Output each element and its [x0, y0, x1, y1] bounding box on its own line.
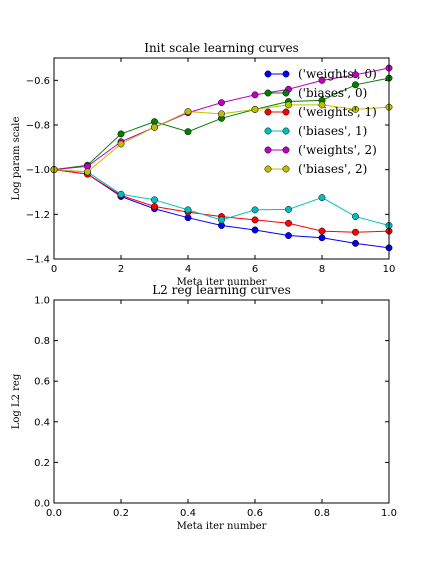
x-tick-label: 0 [51, 264, 57, 275]
data-point [285, 205, 292, 213]
data-point [218, 216, 225, 224]
data-point [117, 140, 125, 148]
legend-item: ('weights', 2) [264, 143, 377, 157]
axis-ticks: 0.0 0.2 0.4 0.6 0.8 1.0 0.0 0.2 0.4 0.6 0.8 1.0 [34, 296, 397, 520]
data-point [352, 105, 359, 113]
legend-marker [264, 89, 272, 97]
y-tick-label: −0.6 [26, 76, 50, 87]
legend-label: ('weights', 1) [298, 105, 377, 119]
y-tick-label: 1.0 [34, 296, 50, 307]
y-tick-label: 0.8 [34, 336, 50, 347]
l2-reg-chart: L2 reg learning curves Meta iter number … [11, 283, 397, 532]
x-tick-label: 0.0 [46, 508, 62, 519]
y-tick-label: −1.4 [26, 255, 50, 266]
data-point [285, 232, 292, 240]
legend-marker [264, 70, 272, 78]
series-group [50, 64, 393, 252]
data-point [117, 190, 125, 198]
plot-frame [53, 299, 390, 504]
legend-marker [282, 70, 290, 78]
legend-marker [264, 165, 272, 173]
data-point [352, 213, 359, 221]
x-tick-label: 1.0 [381, 508, 397, 519]
legend-label: ('biases', 1) [298, 124, 367, 138]
chart-title: Init scale learning curves [144, 41, 299, 55]
legend-marker [282, 89, 290, 97]
series-line [50, 101, 393, 176]
legend-label: ('weights', 0) [298, 67, 377, 81]
x-tick-label: 0.6 [247, 508, 263, 519]
series-path [53, 169, 390, 249]
legend-item: ('biases', 1) [264, 124, 367, 138]
legend-label: ('biases', 2) [298, 162, 367, 176]
legend-item: ('biases', 2) [264, 162, 367, 176]
data-point [218, 110, 225, 118]
x-tick-label: 2 [118, 264, 124, 275]
y-tick-label: −1.0 [26, 165, 50, 176]
legend: ('weights', 0) ('biases', 0) ('weights', 1… [264, 67, 377, 176]
data-point [318, 76, 326, 84]
y-tick-label: −1.2 [26, 210, 50, 221]
legend-marker [282, 127, 290, 135]
data-point [318, 194, 326, 202]
x-axis-label: Meta iter number [177, 521, 267, 532]
x-tick-label: 0.8 [314, 508, 330, 519]
data-point [151, 203, 158, 210]
data-point [84, 168, 91, 176]
data-point [251, 206, 259, 214]
data-point [352, 71, 359, 79]
legend-label: ('biases', 0) [298, 86, 367, 100]
data-point [251, 216, 259, 224]
data-point [251, 226, 259, 234]
data-point [151, 196, 158, 204]
data-point [117, 130, 125, 138]
y-axis-label: Log param scale [11, 117, 22, 201]
legend-marker [264, 127, 272, 135]
legend-marker [264, 146, 272, 154]
legend-item: ('biases', 0) [264, 86, 367, 100]
y-tick-label: 0.4 [34, 417, 50, 428]
legend-marker [282, 165, 290, 173]
legend-marker [282, 108, 290, 116]
data-point [352, 81, 359, 89]
x-tick-label: 4 [185, 264, 191, 275]
y-tick-label: 0.6 [34, 377, 50, 388]
data-point [151, 123, 158, 131]
legend-item: ('weights', 0) [264, 67, 377, 81]
x-tick-label: 6 [252, 264, 258, 275]
y-tick-label: 0.2 [34, 458, 50, 469]
data-point [318, 101, 326, 109]
data-point [352, 228, 359, 236]
y-tick-label: 0.0 [34, 499, 50, 510]
x-tick-label: 0.4 [180, 508, 196, 519]
x-tick-label: 10 [383, 264, 396, 275]
data-point [184, 206, 192, 214]
chart-title: L2 reg learning curves [152, 283, 291, 297]
legend-label: ('weights', 2) [298, 143, 377, 157]
x-tick-label: 0.2 [113, 508, 129, 519]
data-point [184, 108, 192, 116]
data-point [184, 128, 192, 136]
data-point [251, 105, 259, 113]
legend-marker [264, 108, 272, 116]
data-point [285, 219, 292, 227]
y-tick-label: −0.8 [26, 121, 50, 132]
data-point [352, 239, 359, 247]
data-point [318, 234, 326, 242]
data-point [218, 99, 225, 107]
y-axis-label: Log L2 reg [11, 373, 22, 429]
x-tick-label: 8 [319, 264, 325, 275]
x-axis-label: Meta iter number [177, 277, 267, 288]
legend-marker [282, 146, 290, 154]
data-point [251, 91, 259, 99]
data-point [285, 101, 292, 109]
init-scale-chart: Init scale learning curves Meta iter num… [11, 41, 395, 288]
plot-frame [53, 57, 390, 260]
data-point [318, 227, 326, 235]
legend-item: ('weights', 1) [264, 105, 377, 119]
